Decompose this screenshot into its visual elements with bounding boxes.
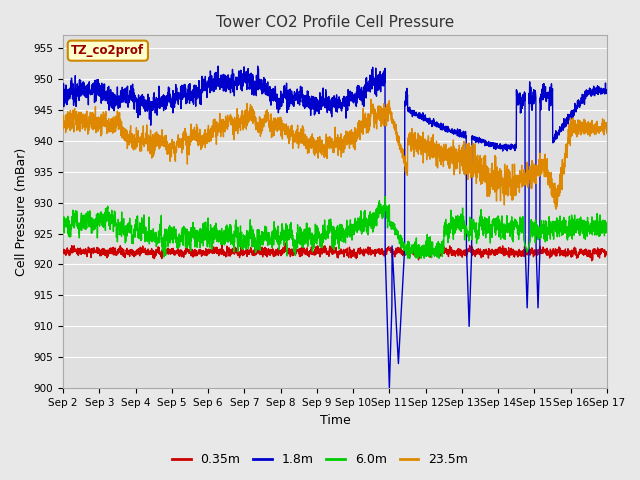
- Legend: 0.35m, 1.8m, 6.0m, 23.5m: 0.35m, 1.8m, 6.0m, 23.5m: [167, 448, 473, 471]
- X-axis label: Time: Time: [319, 414, 351, 427]
- Y-axis label: Cell Pressure (mBar): Cell Pressure (mBar): [15, 148, 28, 276]
- Title: Tower CO2 Profile Cell Pressure: Tower CO2 Profile Cell Pressure: [216, 15, 454, 30]
- Text: TZ_co2prof: TZ_co2prof: [71, 44, 145, 57]
